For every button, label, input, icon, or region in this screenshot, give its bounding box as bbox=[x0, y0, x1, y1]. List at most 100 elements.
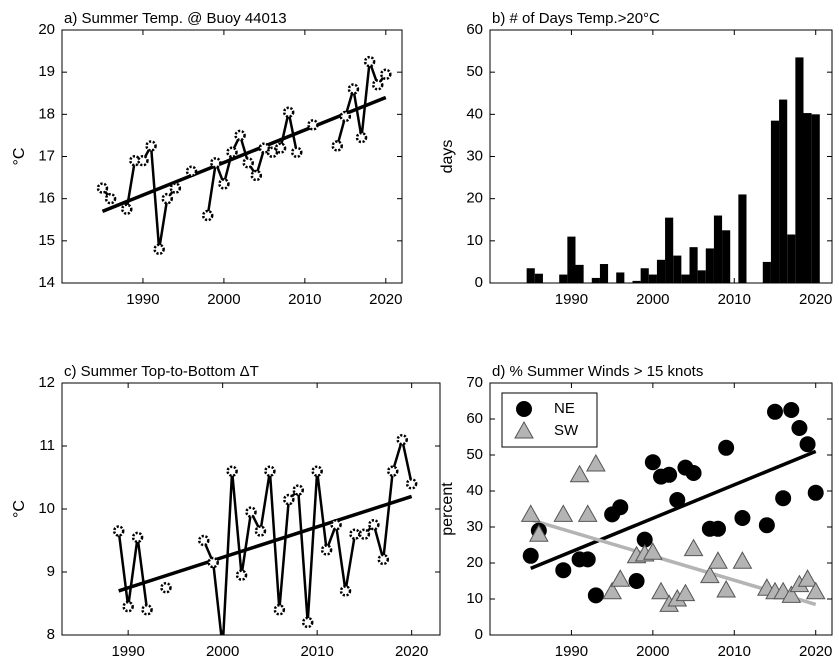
y-tick-label: 40 bbox=[466, 105, 483, 122]
y-tick-label: 19 bbox=[38, 63, 55, 80]
data-point bbox=[273, 604, 286, 616]
y-tick-label: 14 bbox=[38, 274, 55, 291]
x-tick-label: 1990 bbox=[126, 291, 159, 308]
x-tick-label: 2000 bbox=[206, 643, 239, 660]
data-point bbox=[307, 119, 319, 131]
data-point bbox=[349, 528, 361, 540]
data-point bbox=[675, 583, 696, 602]
x-tick-label: 2020 bbox=[395, 643, 428, 660]
bar bbox=[787, 234, 796, 283]
y-axis-label: °C bbox=[11, 148, 28, 166]
bar bbox=[795, 57, 804, 283]
chart-title: d) % Summer Winds > 15 knots bbox=[492, 363, 703, 380]
data-point bbox=[320, 544, 333, 556]
data-point bbox=[377, 553, 390, 566]
data-point bbox=[96, 182, 109, 194]
bar bbox=[811, 114, 820, 283]
bar bbox=[738, 194, 747, 283]
y-tick-label: 11 bbox=[39, 437, 55, 454]
data-point bbox=[708, 551, 728, 569]
y-tick-label: 16 bbox=[38, 190, 55, 207]
y-tick-label: 0 bbox=[475, 626, 483, 643]
x-tick-label: 2000 bbox=[636, 643, 669, 660]
y-tick-label: 20 bbox=[466, 554, 483, 571]
bar bbox=[559, 274, 568, 283]
data-point bbox=[520, 504, 541, 522]
data-point bbox=[797, 569, 818, 587]
bar bbox=[673, 255, 682, 283]
bar bbox=[803, 113, 812, 283]
data-point bbox=[282, 106, 295, 118]
data-point bbox=[586, 453, 606, 472]
data-point bbox=[185, 165, 198, 178]
x-tick-label: 2010 bbox=[300, 643, 333, 660]
data-point bbox=[250, 169, 263, 182]
data-point bbox=[283, 493, 295, 506]
panel: d) % Summer Winds > 15 knots percent 0 10 20… bbox=[439, 363, 833, 660]
y-axis-label: °C bbox=[11, 500, 28, 518]
x-tick-label: 1990 bbox=[555, 291, 588, 308]
x-tick-label: 2010 bbox=[718, 643, 751, 660]
bar bbox=[526, 268, 535, 283]
y-tick-label: 30 bbox=[466, 147, 483, 164]
data-point bbox=[732, 551, 753, 569]
data-point bbox=[226, 465, 238, 477]
bar bbox=[640, 268, 649, 283]
data-point bbox=[807, 484, 824, 501]
bar bbox=[632, 280, 641, 283]
x-tick-label: 2020 bbox=[799, 291, 832, 308]
data-point bbox=[791, 420, 808, 436]
data-point bbox=[363, 55, 376, 68]
data-point bbox=[396, 433, 408, 446]
y-tick-label: 20 bbox=[38, 21, 55, 38]
y-tick-label: 17 bbox=[38, 147, 55, 164]
bar bbox=[648, 274, 657, 283]
data-point bbox=[266, 146, 279, 159]
data-point bbox=[242, 157, 254, 169]
trend-line bbox=[118, 494, 413, 593]
chart-title: c) Summer Top-to-Bottom ΔT bbox=[64, 363, 259, 380]
y-tick-label: 50 bbox=[466, 446, 483, 463]
chart-title: b) # of Days Temp.>20°C bbox=[492, 10, 660, 27]
data-point bbox=[387, 465, 399, 477]
data-point bbox=[254, 525, 267, 537]
data-point bbox=[368, 519, 380, 531]
data-point bbox=[234, 129, 246, 142]
data-point bbox=[137, 154, 149, 167]
data-point bbox=[218, 178, 230, 190]
y-tick-label: 10 bbox=[466, 590, 483, 607]
y-tick-label: 20 bbox=[466, 190, 483, 207]
data-point bbox=[339, 585, 352, 597]
axes-frame bbox=[489, 382, 833, 636]
data-point bbox=[405, 478, 418, 490]
data-point bbox=[669, 492, 686, 508]
data-point bbox=[131, 531, 144, 544]
bar bbox=[779, 99, 788, 283]
trend-line bbox=[101, 95, 387, 213]
data-point bbox=[710, 520, 726, 537]
trend-line bbox=[530, 449, 817, 571]
data-point bbox=[210, 157, 222, 169]
data-point bbox=[555, 562, 572, 579]
bar bbox=[697, 270, 706, 283]
bar bbox=[567, 236, 576, 283]
axes-frame bbox=[61, 29, 403, 284]
panel: a) Summer Temp. @ Buoy 44013 °C 14 15 16 17 18… bbox=[11, 10, 403, 308]
y-tick-label: 15 bbox=[38, 232, 55, 249]
data-point bbox=[643, 542, 663, 560]
y-tick-label: 12 bbox=[38, 374, 55, 391]
bar bbox=[534, 273, 543, 283]
bar bbox=[705, 248, 714, 283]
bar bbox=[722, 230, 731, 283]
bar bbox=[681, 274, 690, 283]
y-tick-label: 10 bbox=[38, 500, 55, 517]
data-point bbox=[683, 538, 704, 557]
data-point bbox=[169, 182, 182, 194]
chart-title: a) Summer Temp. @ Buoy 44013 bbox=[64, 10, 287, 27]
x-tick-label: 2020 bbox=[799, 643, 832, 660]
data-point bbox=[104, 192, 117, 205]
data-point bbox=[264, 465, 276, 477]
data-point bbox=[522, 547, 539, 564]
